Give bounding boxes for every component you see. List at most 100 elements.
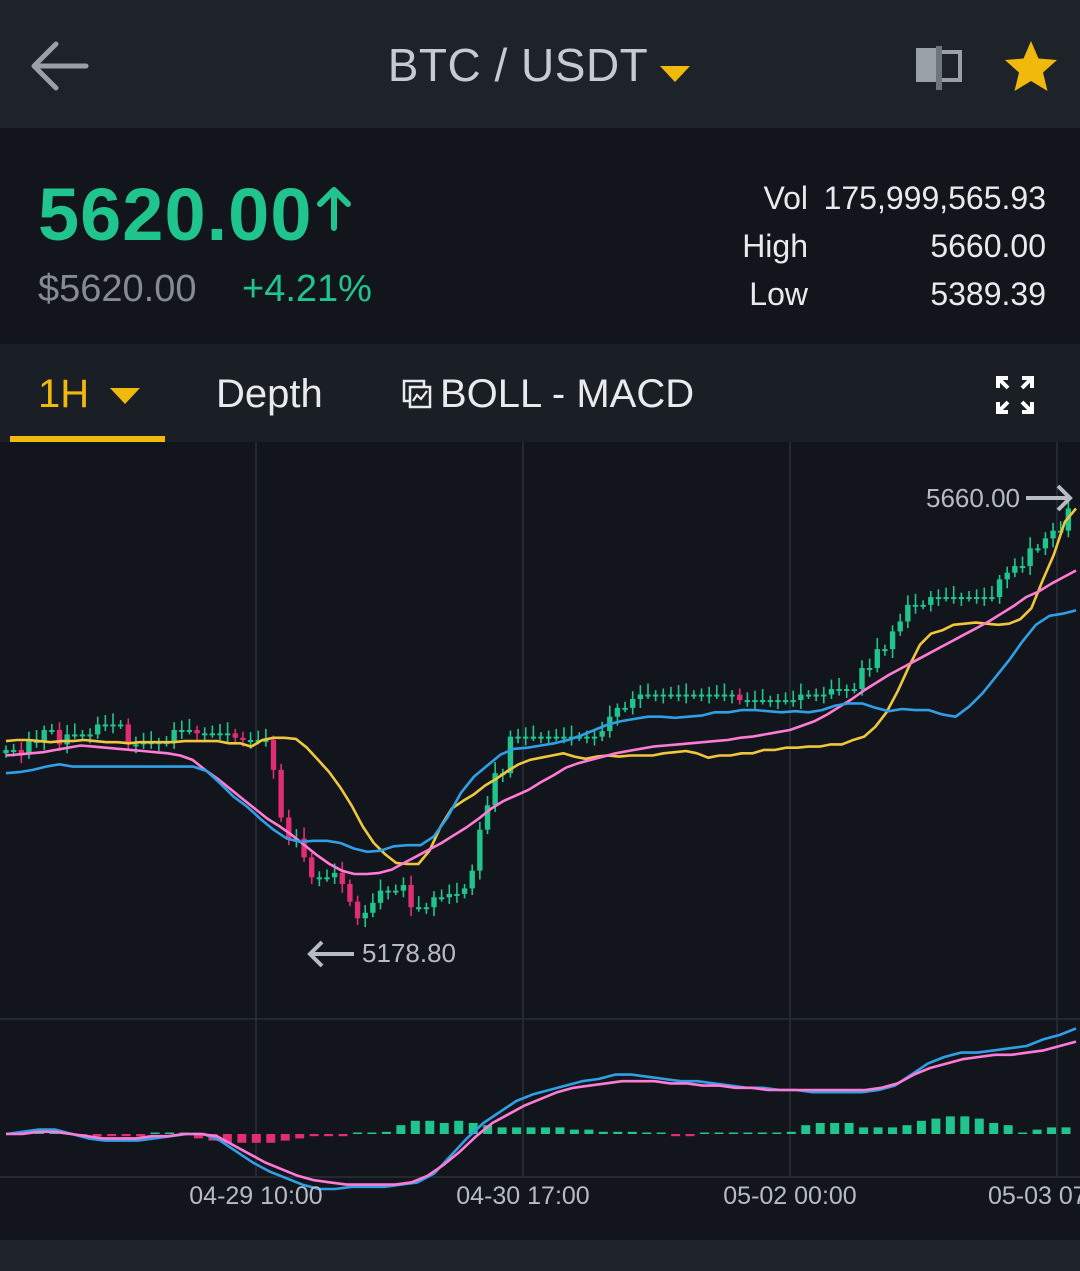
candle-body [393,890,399,893]
candle-body [622,707,628,710]
candle-body [675,694,682,697]
macd-histogram-bar [743,1132,753,1134]
x-tick-label: 04-30 17:00 [456,1182,589,1210]
favorite-star-icon[interactable] [1000,36,1062,98]
tab-indicators[interactable]: BOLL - MACD [402,372,694,417]
candle-body [41,730,47,742]
candle-body [125,724,131,745]
price-chart[interactable]: 5660.00 5178.80 04-29 10:00 04-30 17:00 … [0,442,1080,1210]
macd-histogram-bar [569,1129,579,1134]
candle-body [943,597,949,600]
price-up-arrow-icon [314,186,354,232]
candle-body [385,890,391,893]
x-tick-label: 05-02 00:00 [723,1182,856,1210]
macd-histogram-bar [786,1131,796,1134]
candle-body [836,689,842,692]
macd-histogram-bar [1047,1127,1057,1134]
candle-body [217,733,223,736]
fiat-price: $5620.00 [38,268,197,310]
candle-body [889,631,896,650]
candle-body [767,700,773,703]
macd-histogram-bar [136,1134,146,1137]
macd-histogram-bar [497,1127,507,1134]
candle-body [232,733,238,738]
candle-body [928,597,934,605]
macd-histogram-bar [931,1118,941,1134]
candle-body [958,597,965,600]
macd-histogram-bar [150,1132,160,1134]
macd-histogram-bar [92,1134,102,1137]
series-line-boll-up [5,507,1077,866]
candle-body [744,700,751,703]
candle-body [370,902,376,913]
min-price-label: 5178.80 [362,938,456,968]
candle-body [1035,548,1041,551]
candle-body [591,736,598,739]
macd-histogram-bar [410,1120,420,1134]
candle-body [72,734,78,737]
candle-body [576,736,582,739]
macd-histogram-bar [309,1134,319,1137]
active-tab-indicator [10,436,165,442]
macd-histogram-bar [237,1134,247,1143]
candle-body [202,733,208,736]
candle-body [775,700,781,703]
macd-histogram-bar [1032,1129,1042,1134]
candle-body [935,597,942,600]
tab-interval[interactable]: 1H [38,372,142,417]
candle-body [798,694,804,701]
macd-histogram-bar [555,1127,565,1134]
macd-histogram-bar [1061,1127,1071,1134]
macd-histogram-bar [266,1134,276,1143]
candle-body [477,829,483,871]
candle-body [286,817,292,839]
candle-body [507,736,514,774]
macd-histogram-bar [324,1134,334,1137]
macd-histogram-bar [425,1120,435,1134]
series-line-dif [5,1027,1077,1191]
candle-body [309,857,315,878]
right-arrow-icon [1026,484,1073,512]
macd-histogram-bar [916,1120,926,1134]
candle-body [316,877,323,880]
candle-body [920,604,926,607]
candlestick-chart[interactable]: 5660.00 5178.80 04-29 10:00 04-30 17:00 … [0,442,1080,1210]
candle-body [438,897,445,900]
vol-label: Vol [763,180,808,216]
macd-histogram-bar [815,1123,825,1134]
candle-body [553,736,559,739]
tab-depth[interactable]: Depth [216,372,323,416]
fullscreen-icon[interactable] [994,374,1036,416]
caret-down-icon [110,388,141,405]
macd-histogram-bar [656,1132,666,1134]
candle-body [866,667,873,670]
candle-body [752,700,758,703]
candle-body [966,597,972,600]
interval-label: 1H [38,372,90,416]
candle-body [538,736,544,739]
candle-body [821,694,827,697]
candle-body [905,604,911,622]
back-arrow-icon[interactable] [28,40,92,92]
max-price-marker: 5660.00 [926,483,1073,513]
macd-histogram-bar [945,1116,955,1134]
candle-body [102,724,109,727]
macd-histogram-bar [454,1120,464,1134]
candle-body [133,744,139,747]
candle-body [584,736,590,739]
pair-selector[interactable]: BTC / USDT [0,38,1080,96]
left-arrow-icon [307,940,354,968]
split-layout-icon[interactable] [912,42,968,94]
indicator-label: BOLL - MACD [440,372,695,416]
candle-body [996,579,1003,598]
candle-body [263,739,269,742]
candle-body [10,749,17,752]
candle-body [874,649,880,668]
macd-histogram-bar [526,1127,536,1134]
top-bar: BTC / USDT [0,0,1080,128]
macd-histogram-bar [1003,1125,1013,1134]
candle-body [79,734,86,737]
candle-body [721,694,728,697]
candle-body [813,694,819,697]
macd-histogram-bar [121,1134,131,1137]
